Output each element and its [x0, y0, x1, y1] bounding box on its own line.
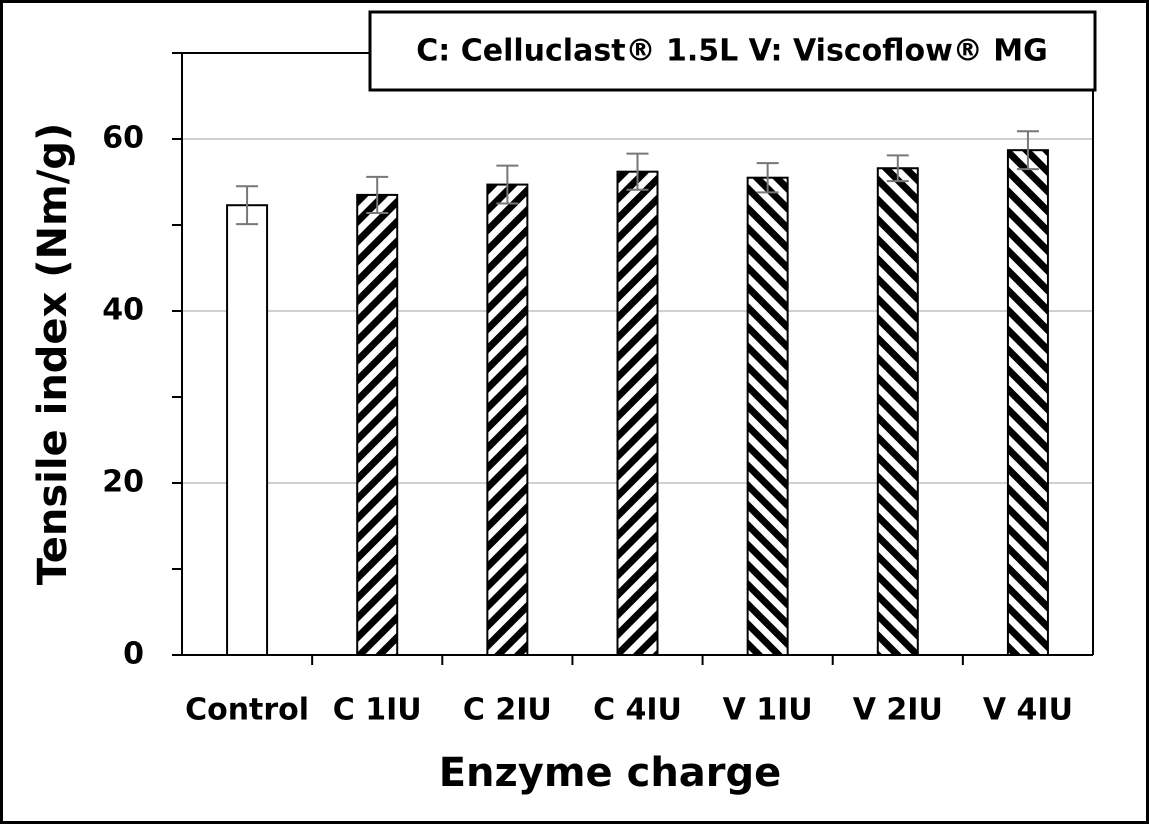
- x-tick-label: C 1IU: [333, 693, 422, 728]
- annotation: C: Celluclast® 1.5L V: Viscoflow® MG: [416, 34, 1047, 69]
- error-bar: [496, 164, 519, 205]
- annotation-box: [368, 10, 1097, 92]
- error-bar: [366, 175, 389, 214]
- y-tick-label: 60: [102, 121, 144, 156]
- bar: [746, 176, 789, 656]
- error-bar: [1016, 130, 1039, 171]
- y-tick-label: 0: [123, 637, 144, 672]
- bar: [1006, 149, 1049, 656]
- x-axis-label: Enzyme charge: [439, 750, 782, 796]
- x-tick-label: C 2IU: [463, 693, 552, 728]
- bar: [356, 193, 399, 656]
- error-bar: [626, 152, 649, 191]
- error-bar: [236, 185, 259, 226]
- error-bar: [756, 162, 779, 194]
- bar: [226, 204, 269, 656]
- x-tick-label: V 1IU: [723, 693, 813, 728]
- x-tick-label: C 4IU: [593, 693, 682, 728]
- y-axis-label: Tensile index (Nm/g): [30, 123, 76, 586]
- x-tick-label: V 4IU: [983, 693, 1073, 728]
- bar: [486, 183, 529, 657]
- y-tick-label: 40: [102, 293, 144, 328]
- y-tick-label: 20: [102, 465, 144, 500]
- bar: [616, 170, 659, 656]
- error-bar: [886, 154, 909, 183]
- x-tick-label: V 2IU: [853, 693, 943, 728]
- bar: [876, 167, 919, 657]
- x-tick-label: Control: [185, 693, 309, 728]
